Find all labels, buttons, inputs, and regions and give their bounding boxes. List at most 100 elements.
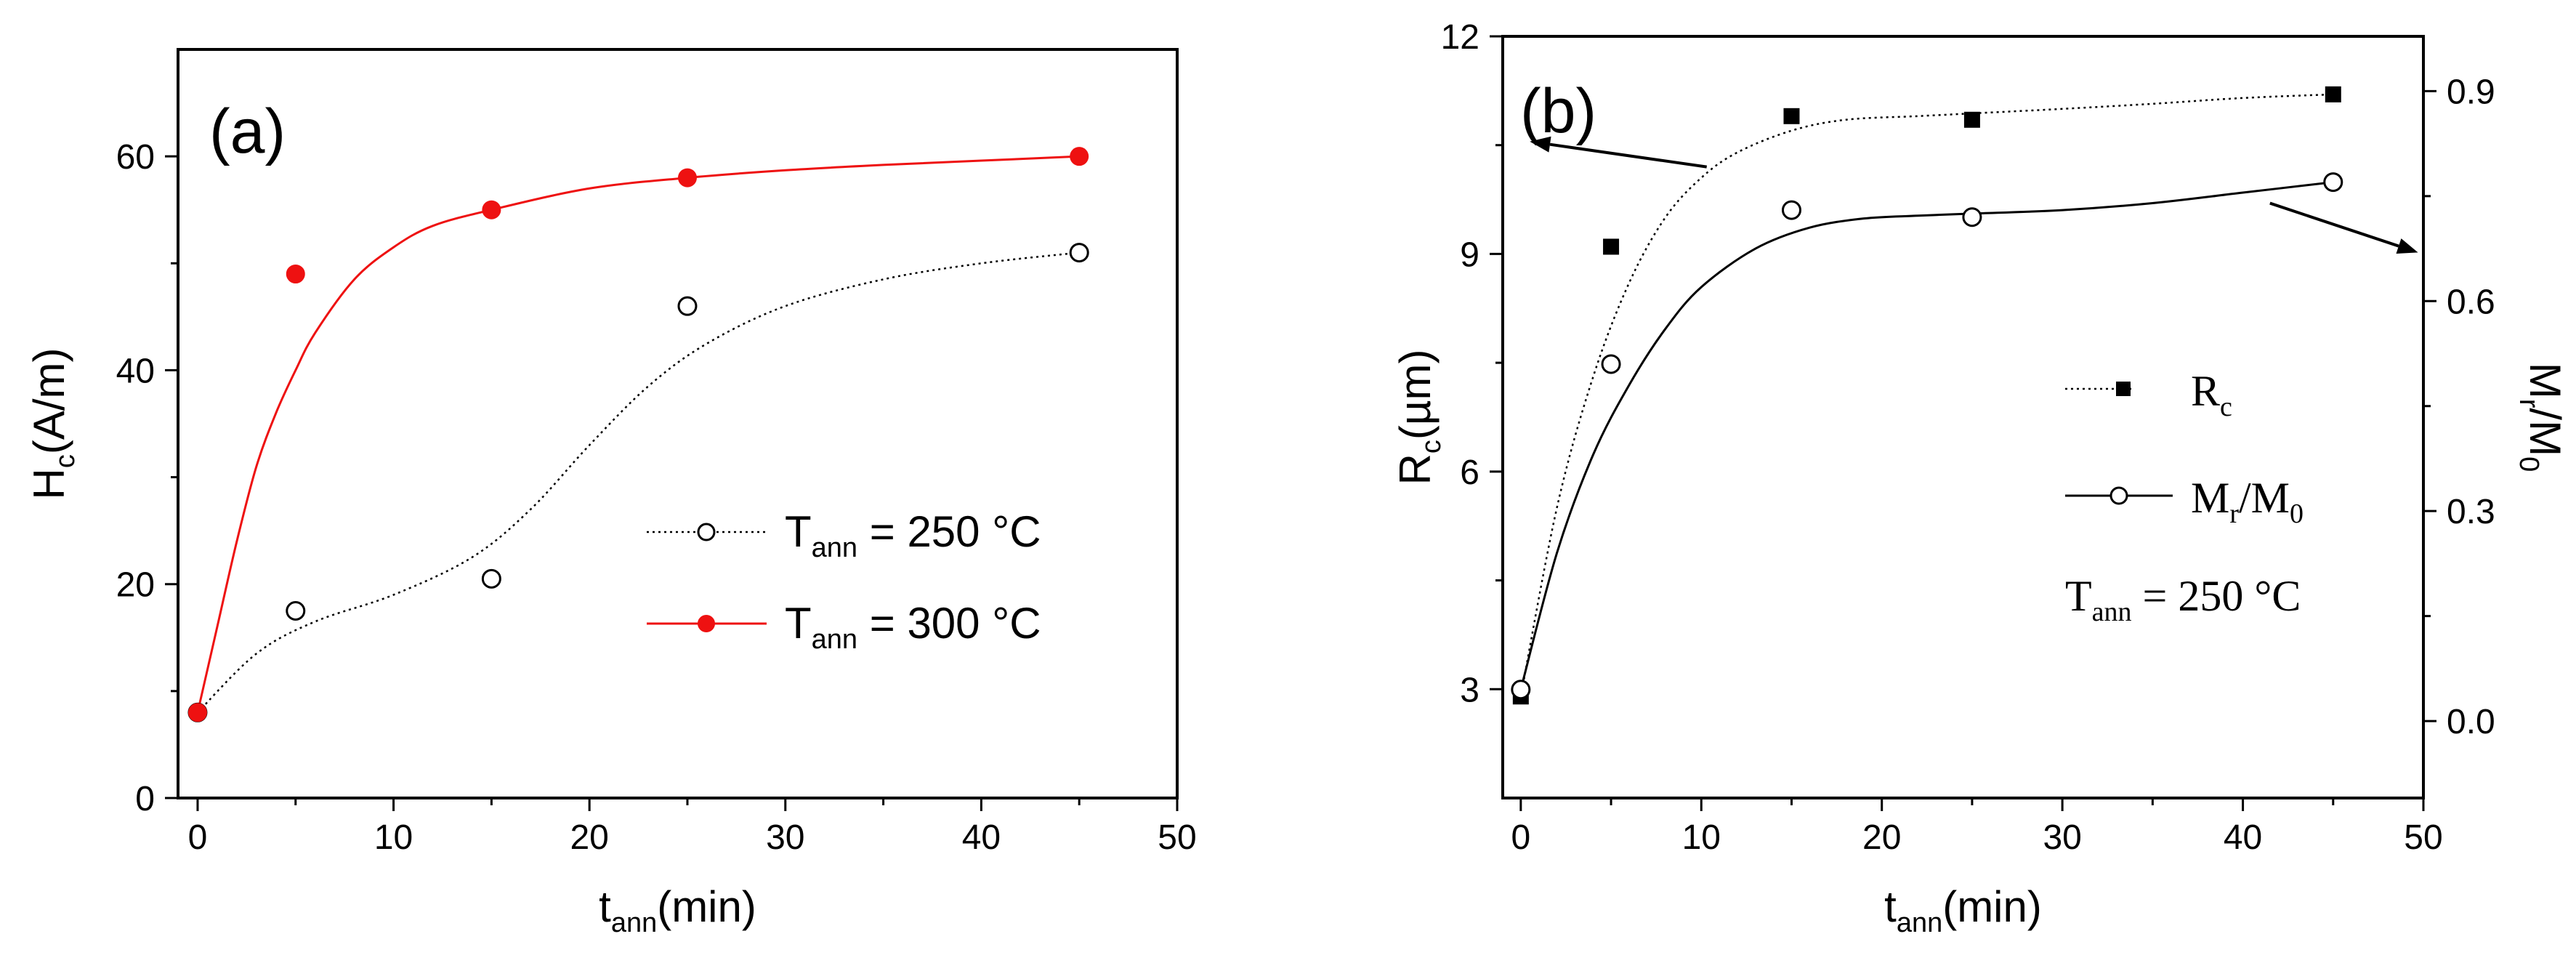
legend-entry-300C: Tann = 300 °C	[785, 599, 1041, 655]
legend-entry-250C: Tann = 250 °C	[785, 507, 1041, 563]
y-tick-label: 3	[1460, 671, 1479, 709]
data-point-250C	[481, 568, 501, 589]
legend-250C-rest: = 250 °C	[857, 507, 1041, 556]
data-point-Rc	[1783, 108, 1800, 124]
chart-b-points	[1511, 86, 2343, 705]
legend-MrM0-sub2: 0	[2290, 499, 2304, 529]
chart-b: 0 10 20 30 40 50 3 6 9 12 0.0 0.3 0.6 0.9 (b) tann(mi…	[1391, 18, 2569, 938]
chart-a-legend: Tann = 250 °C Tann = 300 °C	[647, 507, 1041, 655]
legend-300C-rest: = 300 °C	[857, 599, 1041, 648]
legend-marker-250C	[697, 523, 716, 541]
legend-marker-Rc	[2116, 382, 2131, 396]
chart-a-x-axis-label: tann(min)	[599, 882, 756, 938]
x-tick-label: 50	[2404, 818, 2442, 857]
arrow-to-left-axis-shaft	[1549, 142, 1708, 169]
legend-250C-main: T	[785, 507, 812, 556]
chart-b-tick-labels: 0 10 20 30 40 50 3 6 9 12 0.0 0.3 0.6 0.9	[1441, 18, 2495, 857]
data-point-Rc	[1963, 111, 1980, 128]
data-point-300C	[187, 703, 207, 722]
chart-b-right-label-sub2: 0	[2514, 456, 2544, 472]
x-tick-label: 10	[1682, 818, 1721, 857]
legend-marker-MrM0	[2109, 486, 2128, 505]
chart-b-right-label-mid: /M	[2521, 408, 2569, 456]
data-point-MrM0	[1511, 680, 1531, 700]
chart-b-y-label-suffix: (µm)	[1391, 350, 1440, 440]
x-tick-label: 40	[962, 818, 1001, 857]
data-point-300C	[482, 200, 501, 219]
x-tick-label: 30	[2043, 818, 2081, 857]
legend-entry-MrM0: Mr/M0	[2191, 474, 2304, 529]
chart-b-x-axis-label: tann(min)	[1884, 882, 2042, 938]
arrow-to-right-axis-head	[2396, 238, 2418, 254]
chart-b-arrows	[1530, 136, 2418, 254]
fit-line-MrM0	[1519, 181, 2333, 690]
chart-b-x-label-sub: ann	[1897, 908, 1942, 938]
x-tick-label: 30	[766, 818, 804, 857]
legend-MrM0-mid: /M	[2239, 474, 2290, 522]
data-point-250C	[1069, 243, 1089, 263]
chart-a-y-axis-label: Hc(A/m)	[25, 348, 81, 500]
data-point-MrM0	[1781, 200, 1801, 220]
chart-a-fit-lines	[196, 155, 1080, 714]
condition-rest: = 250 °C	[2132, 572, 2301, 620]
arrow-to-left-axis-head	[1530, 136, 1551, 153]
y-tick-label: 9	[1460, 235, 1479, 274]
right-y-tick-label: 0.0	[2447, 703, 2495, 741]
y-tick-label: 60	[116, 138, 155, 177]
y-tick-label: 6	[1460, 454, 1479, 492]
chart-a-y-label-sub: c	[50, 454, 81, 468]
chart-a-y-label-suffix: (A/m)	[25, 348, 73, 455]
x-tick-label: 40	[2224, 818, 2262, 857]
legend-Rc-sub: c	[2220, 392, 2232, 422]
chart-b-right-label-main: M	[2521, 363, 2569, 399]
condition-sub: ann	[2092, 597, 2132, 627]
legend-300C-main: T	[785, 599, 812, 648]
condition-main: T	[2065, 572, 2092, 620]
chart-b-legend: Rc Mr/M0 Tann = 250 °C	[2065, 367, 2304, 627]
chart-b-plot-frame	[1501, 35, 2425, 799]
x-tick-label: 50	[1158, 818, 1196, 857]
fit-line-Rc	[1519, 93, 2333, 697]
chart-a-x-label-main: t	[599, 882, 611, 931]
y-tick-label: 0	[135, 780, 155, 818]
legend-250C-sub: ann	[812, 533, 857, 563]
chart-b-condition-label: Tann = 250 °C	[2065, 572, 2301, 627]
right-y-tick-label: 0.6	[2447, 283, 2495, 321]
legend-Rc-main: R	[2191, 367, 2220, 415]
y-tick-label: 40	[116, 352, 155, 390]
chart-b-ticks	[1490, 35, 2436, 811]
data-point-MrM0	[1962, 207, 1982, 227]
chart-b-panel-label: (b)	[1520, 76, 1596, 146]
data-point-250C	[677, 296, 698, 316]
y-tick-label: 12	[1441, 18, 1479, 57]
legend-300C-sub: ann	[812, 624, 857, 655]
chart-b-y-axis-label: Rc(µm)	[1391, 350, 1447, 485]
x-tick-label: 20	[1862, 818, 1901, 857]
fit-line-250C	[197, 251, 1080, 714]
fit-line-300C	[196, 155, 1080, 713]
arrow-to-right-axis-shaft	[2269, 201, 2399, 248]
chart-a-y-label-main: H	[25, 468, 73, 499]
chart-a-x-label-suffix: (min)	[657, 882, 756, 931]
right-y-tick-label: 0.9	[2447, 73, 2495, 111]
x-tick-label: 10	[374, 818, 413, 857]
data-point-MrM0	[1601, 354, 1621, 374]
data-point-300C	[286, 265, 305, 283]
legend-marker-300C	[698, 615, 715, 632]
chart-b-y-label-main: R	[1391, 454, 1440, 485]
data-point-300C	[677, 168, 697, 188]
chart-a-ticks	[165, 155, 1179, 811]
data-point-Rc	[2325, 86, 2341, 102]
data-point-300C	[1070, 147, 1089, 166]
legend-MrM0-sub: r	[2229, 499, 2239, 529]
right-y-tick-label: 0.3	[2447, 493, 2495, 531]
chart-a-panel-label: (a)	[209, 97, 286, 166]
chart-b-right-label-sub1: r	[2514, 399, 2544, 408]
chart-a-x-label-sub: ann	[611, 908, 657, 938]
chart-a-plot-frame	[177, 48, 1179, 799]
chart-b-y-label-sub: c	[1416, 440, 1447, 454]
x-tick-label: 0	[188, 818, 208, 857]
legend-MrM0-main: M	[2191, 474, 2229, 522]
